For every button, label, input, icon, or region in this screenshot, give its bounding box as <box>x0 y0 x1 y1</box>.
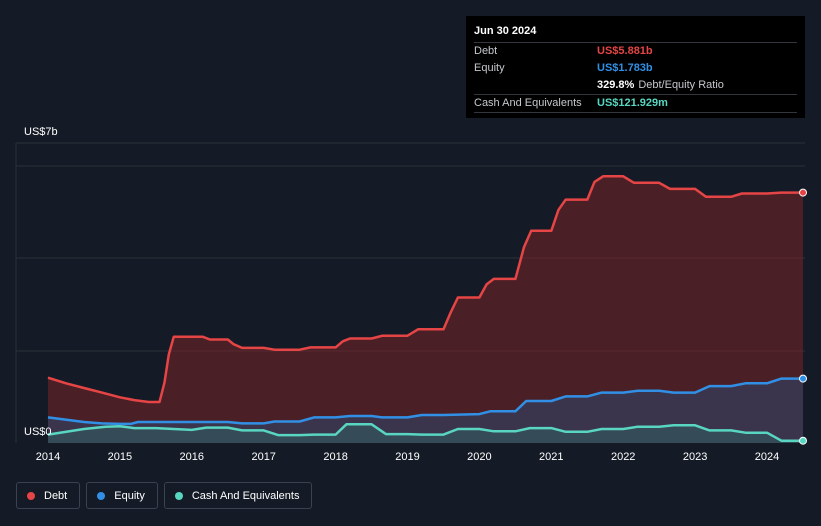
chart-legend: Debt Equity Cash And Equivalents <box>16 482 313 509</box>
tooltip-ratio-label: Debt/Equity Ratio <box>638 79 724 91</box>
cash-dot-icon <box>174 491 183 500</box>
tooltip-equity-value: US$1.783b <box>597 62 653 74</box>
tooltip-debt-row: Debt US$5.881b <box>474 43 797 60</box>
x-tick-2015: 2015 <box>108 451 132 463</box>
debt-endpoint <box>799 188 807 197</box>
tooltip-cash-label: Cash And Equivalents <box>474 97 582 109</box>
equity-endpoint <box>799 374 807 383</box>
x-tick-2024: 2024 <box>755 451 779 463</box>
x-tick-2017: 2017 <box>251 451 275 463</box>
legend-debt-toggle[interactable]: Debt <box>16 482 81 509</box>
x-tick-2016: 2016 <box>180 451 204 463</box>
tooltip-cash-value: US$121.929m <box>597 97 668 109</box>
cash-endpoint <box>799 436 807 445</box>
legend-cash-label: Cash And Equivalents <box>191 489 300 502</box>
debt-dot-icon <box>27 491 35 500</box>
x-tick-2014: 2014 <box>36 451 60 463</box>
x-tick-2018: 2018 <box>323 451 347 463</box>
tooltip-date: Jun 30 2024 <box>474 22 797 43</box>
debt-area <box>48 176 803 444</box>
equity-area <box>48 378 803 443</box>
cash-area <box>48 424 803 443</box>
x-tick-2023: 2023 <box>683 451 707 463</box>
x-tick-2019: 2019 <box>395 451 419 463</box>
series-lines <box>47 175 807 445</box>
legend-cash-toggle[interactable]: Cash And Equivalents <box>163 482 313 509</box>
equity-line <box>47 377 803 426</box>
cash-line <box>47 423 803 442</box>
x-tick-2022: 2022 <box>611 451 635 463</box>
tooltip-cash-row: Cash And Equivalents US$121.929m <box>474 95 797 113</box>
series-areas <box>48 176 803 444</box>
legend-equity-label: Equity <box>114 489 145 502</box>
legend-debt-label: Debt <box>44 489 68 502</box>
tooltip-ratio-row: 329.8% Debt/Equity Ratio <box>474 77 797 95</box>
legend-equity-toggle[interactable]: Equity <box>86 482 158 509</box>
debt-line <box>47 175 803 404</box>
equity-dot-icon <box>97 491 106 500</box>
x-tick-2020: 2020 <box>467 451 491 463</box>
y-axis-top-label: US$7b <box>24 126 58 138</box>
x-tick-2021: 2021 <box>539 451 563 463</box>
x-axis-ticks: 2014 2015 2016 2017 2018 2019 2020 2021 2022 2023… <box>36 451 779 463</box>
tooltip-debt-label: Debt <box>474 45 498 57</box>
tooltip-debt-value: US$5.881b <box>597 45 653 57</box>
chart-tooltip: Jun 30 2024 Debt US$5.881b Equity US$1.7… <box>466 16 805 118</box>
tooltip-equity-row: Equity US$1.783b <box>474 60 797 77</box>
y-axis-bottom-label: US$0 <box>24 426 52 438</box>
tooltip-ratio-value: 329.8% <box>597 79 635 91</box>
tooltip-equity-label: Equity <box>474 62 505 74</box>
